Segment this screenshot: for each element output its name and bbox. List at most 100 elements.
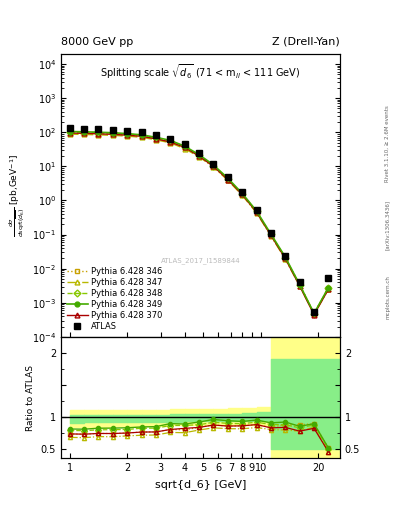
- Text: 8000 GeV pp: 8000 GeV pp: [61, 37, 133, 47]
- Pythia 6.428 347: [168, 140, 173, 146]
- Line: Pythia 6.428 370: Pythia 6.428 370: [67, 131, 331, 317]
- Pythia 6.428 349: [197, 152, 202, 158]
- Line: Pythia 6.428 349: Pythia 6.428 349: [67, 129, 331, 316]
- Pythia 6.428 348: [240, 191, 244, 197]
- Pythia 6.428 346: [268, 232, 273, 238]
- Text: Splitting scale $\sqrt{d_6}$ (71 < m$_{ll}$ < 111 GeV): Splitting scale $\sqrt{d_6}$ (71 < m$_{l…: [100, 62, 301, 81]
- Y-axis label: Ratio to ATLAS: Ratio to ATLAS: [26, 365, 35, 431]
- Pythia 6.428 349: [312, 310, 316, 316]
- ATLAS: [298, 279, 302, 285]
- Pythia 6.428 347: [154, 137, 158, 143]
- Pythia 6.428 348: [197, 152, 202, 158]
- ATLAS: [182, 141, 187, 147]
- Pythia 6.428 346: [154, 136, 158, 142]
- Pythia 6.428 370: [283, 255, 288, 262]
- Pythia 6.428 370: [298, 283, 302, 289]
- Pythia 6.428 370: [326, 286, 331, 292]
- Pythia 6.428 346: [96, 131, 101, 137]
- Pythia 6.428 370: [154, 136, 158, 142]
- Pythia 6.428 348: [254, 208, 259, 215]
- Pythia 6.428 348: [125, 131, 130, 137]
- ATLAS: [125, 128, 130, 134]
- Pythia 6.428 346: [283, 254, 288, 261]
- Pythia 6.428 346: [226, 177, 230, 183]
- Pythia 6.428 346: [326, 285, 331, 291]
- ATLAS: [96, 126, 101, 133]
- Pythia 6.428 347: [67, 131, 72, 137]
- Line: Pythia 6.428 347: Pythia 6.428 347: [67, 132, 331, 317]
- Pythia 6.428 370: [211, 163, 216, 169]
- Pythia 6.428 347: [197, 154, 202, 160]
- Pythia 6.428 349: [298, 282, 302, 288]
- Pythia 6.428 349: [139, 132, 144, 138]
- Pythia 6.428 370: [168, 139, 173, 145]
- Pythia 6.428 346: [82, 130, 86, 136]
- Pythia 6.428 370: [82, 130, 86, 136]
- ATLAS: [283, 252, 288, 259]
- Pythia 6.428 348: [226, 176, 230, 182]
- Pythia 6.428 348: [182, 143, 187, 150]
- ATLAS: [67, 125, 72, 132]
- Pythia 6.428 348: [312, 311, 316, 317]
- ATLAS: [197, 151, 202, 157]
- Pythia 6.428 346: [240, 191, 244, 198]
- Pythia 6.428 349: [67, 129, 72, 135]
- Pythia 6.428 346: [110, 131, 115, 137]
- ATLAS: [240, 189, 244, 195]
- Pythia 6.428 348: [211, 162, 216, 168]
- Pythia 6.428 348: [96, 130, 101, 136]
- Pythia 6.428 349: [82, 129, 86, 135]
- Pythia 6.428 348: [139, 132, 144, 138]
- Pythia 6.428 349: [211, 162, 216, 168]
- Pythia 6.428 347: [312, 311, 316, 317]
- Pythia 6.428 348: [283, 254, 288, 261]
- Y-axis label: $\frac{d\sigma}{d\mathrm{sqrt}(\overline{d_6})}$ [pb,GeV$^{-1}$]: $\frac{d\sigma}{d\mathrm{sqrt}(\overline…: [7, 154, 26, 237]
- Pythia 6.428 349: [283, 254, 288, 260]
- Line: Pythia 6.428 348: Pythia 6.428 348: [67, 130, 331, 316]
- Pythia 6.428 370: [312, 311, 316, 317]
- Pythia 6.428 346: [139, 133, 144, 139]
- Pythia 6.428 349: [268, 231, 273, 237]
- Pythia 6.428 348: [67, 129, 72, 135]
- Pythia 6.428 347: [226, 177, 230, 183]
- ATLAS: [226, 174, 230, 180]
- ATLAS: [268, 229, 273, 236]
- Pythia 6.428 347: [182, 145, 187, 152]
- Pythia 6.428 370: [197, 153, 202, 159]
- ATLAS: [211, 161, 216, 167]
- Pythia 6.428 346: [254, 209, 259, 215]
- Pythia 6.428 349: [154, 134, 158, 140]
- ATLAS: [82, 125, 86, 132]
- Text: mcplots.cern.ch: mcplots.cern.ch: [385, 275, 390, 319]
- Pythia 6.428 349: [326, 285, 331, 291]
- Pythia 6.428 370: [240, 191, 244, 198]
- Pythia 6.428 346: [168, 139, 173, 145]
- Pythia 6.428 348: [298, 282, 302, 288]
- Pythia 6.428 349: [226, 175, 230, 181]
- Pythia 6.428 370: [182, 144, 187, 151]
- ATLAS: [154, 132, 158, 138]
- Pythia 6.428 347: [96, 132, 101, 138]
- ATLAS: [312, 309, 316, 315]
- Pythia 6.428 349: [240, 190, 244, 197]
- X-axis label: sqrt{d_6} [GeV]: sqrt{d_6} [GeV]: [155, 479, 246, 489]
- Pythia 6.428 349: [168, 137, 173, 143]
- Pythia 6.428 347: [125, 133, 130, 139]
- Pythia 6.428 370: [125, 132, 130, 138]
- Pythia 6.428 348: [110, 130, 115, 136]
- Pythia 6.428 347: [298, 283, 302, 289]
- Pythia 6.428 348: [326, 285, 331, 291]
- Pythia 6.428 346: [211, 163, 216, 169]
- Pythia 6.428 370: [268, 232, 273, 239]
- Pythia 6.428 346: [197, 153, 202, 159]
- Pythia 6.428 346: [182, 145, 187, 151]
- Pythia 6.428 349: [110, 130, 115, 136]
- Legend: Pythia 6.428 346, Pythia 6.428 347, Pythia 6.428 348, Pythia 6.428 349, Pythia 6: Pythia 6.428 346, Pythia 6.428 347, Pyth…: [65, 265, 164, 333]
- ATLAS: [326, 274, 331, 281]
- Text: Rivet 3.1.10, ≥ 2.6M events: Rivet 3.1.10, ≥ 2.6M events: [385, 105, 390, 182]
- Pythia 6.428 346: [312, 310, 316, 316]
- ATLAS: [254, 207, 259, 213]
- ATLAS: [110, 127, 115, 133]
- ATLAS: [168, 136, 173, 142]
- Pythia 6.428 347: [268, 233, 273, 239]
